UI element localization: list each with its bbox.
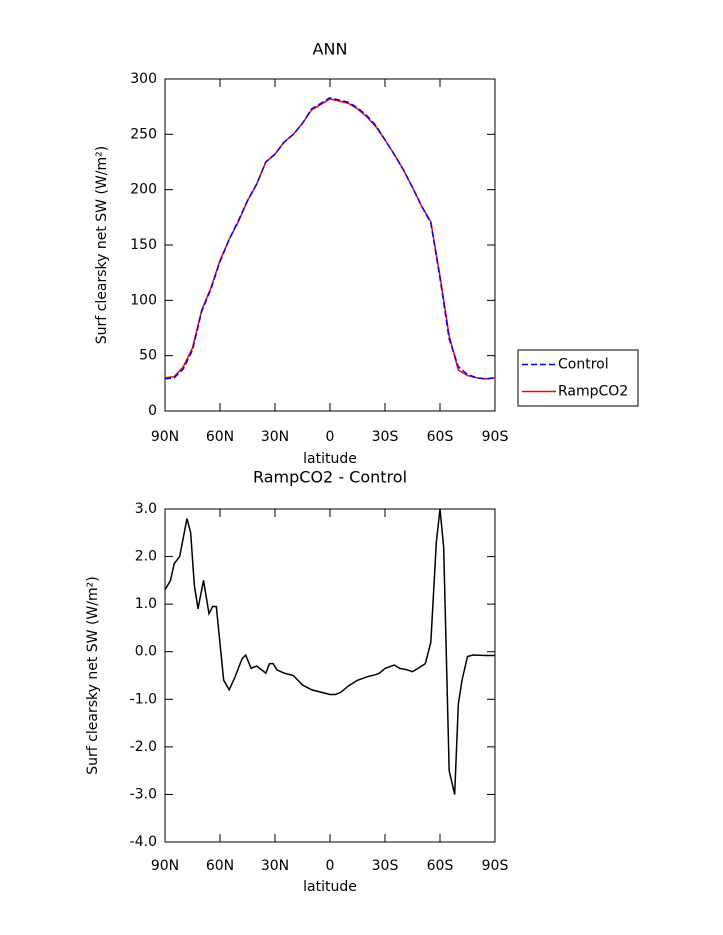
y-tick-label: 50 [139,348,157,364]
y-axis-label: Surf clearsky net SW (W/m²) [94,146,110,344]
data-line [164,508,495,795]
plot-frame [164,508,496,843]
y-tick-label: 0.0 [135,644,157,660]
data-line [164,97,496,380]
y-tick-label: -1.0 [130,691,157,707]
x-axis-label: latitude [303,879,357,895]
x-tick-label: 30S [372,858,399,874]
x-tick-label: 60S [427,429,454,445]
x-tick-label: 0 [326,858,335,874]
legend-box [517,349,639,407]
x-tick-label: 60N [206,429,234,445]
y-tick-label: -4.0 [130,834,157,850]
x-tick-label: 90S [482,858,509,874]
y-tick-label: 150 [130,237,157,253]
y-tick-label: 0 [148,403,157,419]
legend-label: RampCO2 [558,384,628,400]
data-line [164,98,496,380]
x-tick-label: 30N [261,429,289,445]
y-tick-label: 300 [130,71,157,87]
x-tick-label: 30N [261,858,289,874]
y-tick-label: 100 [130,292,157,308]
y-tick-label: 3.0 [135,501,157,517]
plot-frame [164,78,496,412]
x-tick-label: 60N [206,858,234,874]
y-tick-label: 200 [130,182,157,198]
x-tick-label: 90S [482,429,509,445]
x-tick-label: 30S [372,429,399,445]
y-tick-label: 1.0 [135,596,157,612]
y-tick-label: -2.0 [130,739,157,755]
x-axis-label: latitude [303,451,357,467]
legend-label: Control [558,357,609,373]
y-tick-label: 2.0 [135,549,157,565]
chart-title: ANN [313,40,348,59]
chart-title: RampCO2 - Control [253,468,407,487]
y-tick-label: 250 [130,126,157,142]
x-tick-label: 60S [427,858,454,874]
y-axis-label: Surf clearsky net SW (W/m²) [85,576,101,774]
x-tick-label: 90N [151,429,179,445]
x-tick-label: 0 [326,429,335,445]
y-tick-label: -3.0 [130,786,157,802]
x-tick-label: 90N [151,858,179,874]
